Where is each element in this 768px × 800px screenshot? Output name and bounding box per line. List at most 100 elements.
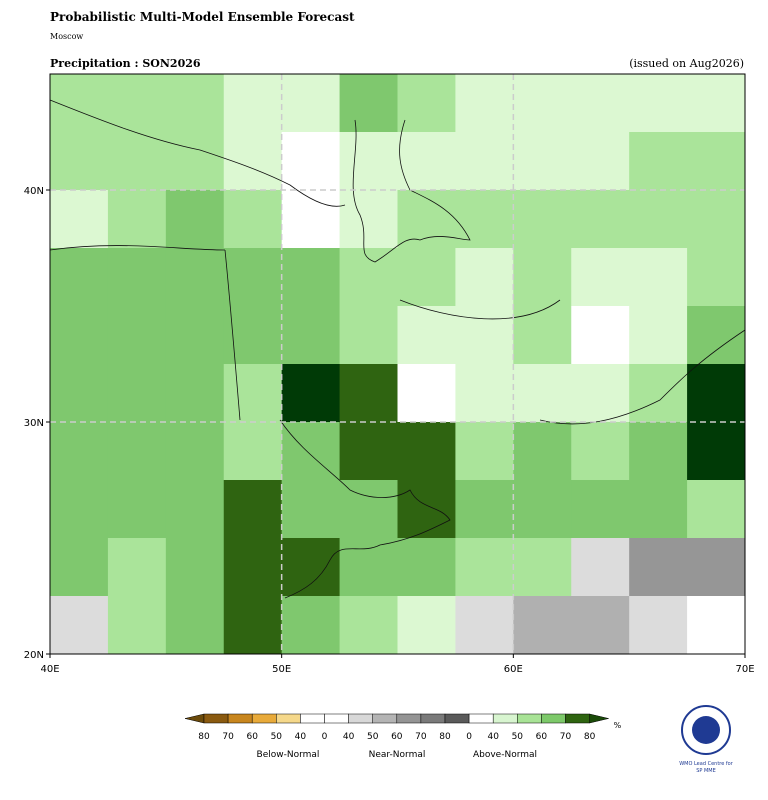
- grid-cell: [223, 596, 283, 655]
- grid-cell: [455, 422, 514, 481]
- grid-cell: [629, 248, 688, 307]
- grid-cell: [107, 422, 167, 481]
- grid-cell: [687, 132, 746, 191]
- colorbar-label: 50: [367, 732, 379, 742]
- colorbar-label: 80: [439, 732, 451, 742]
- colorbar-label: 40: [295, 732, 307, 742]
- grid-cell: [165, 248, 225, 307]
- grid-cell: [223, 480, 283, 539]
- grid-cell: [687, 538, 746, 597]
- grid-cell: [223, 248, 283, 307]
- colorbar-label: 70: [222, 732, 234, 742]
- title: Probabilistic Multi-Model Ensemble Forec…: [50, 10, 355, 24]
- grid-cell: [513, 422, 572, 481]
- grid-cell: [397, 538, 456, 597]
- grid-cell: [571, 538, 630, 597]
- grid-cell: [571, 306, 630, 365]
- grid-cell: [281, 306, 341, 365]
- grid-cell: [165, 364, 225, 423]
- colorbar-segment: [348, 713, 373, 724]
- colorbar-group: Near-Normal: [369, 750, 426, 760]
- colorbar-segment: [492, 713, 518, 724]
- grid-cell: [629, 132, 688, 191]
- grid-cell: [107, 190, 167, 249]
- grid-cell: [513, 190, 572, 249]
- grid-cell: [687, 480, 746, 539]
- colorbar-label: 80: [584, 732, 596, 742]
- map-frame: [49, 73, 746, 655]
- grid-cell: [223, 422, 283, 481]
- grid-cell: [687, 74, 746, 133]
- wmo-logo: WMO Lead Centre for SP MME: [679, 705, 734, 774]
- black-sea-coast: [49, 99, 346, 207]
- issued-label: (issued on Aug2026): [629, 57, 744, 70]
- colorbar-segment: [565, 713, 590, 724]
- grid-cell: [513, 248, 572, 307]
- grid-cell: [455, 306, 514, 365]
- colorbar-arrow: [184, 713, 205, 724]
- grid-cell: [629, 74, 688, 133]
- grid-cell: [107, 248, 167, 307]
- colorbar-segment: [203, 713, 229, 724]
- grid-cell: [571, 596, 630, 655]
- grid-cell: [571, 422, 630, 481]
- y-tick-label: 40N: [24, 186, 44, 197]
- grid-cell: [50, 364, 109, 423]
- grid-cell: [455, 190, 514, 249]
- grid-cell: [165, 422, 225, 481]
- grid-cell: [687, 248, 746, 307]
- colorbar-segment: [541, 713, 566, 724]
- x-tick-label: 40E: [40, 664, 59, 675]
- colorbar-label: 70: [560, 732, 572, 742]
- grid-cell: [629, 596, 688, 655]
- colorbar-label: 50: [271, 732, 283, 742]
- grid-cell: [687, 422, 746, 481]
- grid-cell: [629, 480, 688, 539]
- colorbar-segment: [468, 713, 494, 724]
- grid-cell: [397, 422, 456, 481]
- colorbar-segment: [372, 713, 398, 724]
- grid-cell: [571, 190, 630, 249]
- colorbar-segment: [517, 713, 542, 724]
- colorbar-label: 40: [487, 732, 499, 742]
- x-tick-label: 60E: [504, 664, 523, 675]
- logo-text: SP MME: [696, 768, 716, 774]
- grid-cell: [455, 364, 514, 423]
- colorbar-segment: [300, 713, 325, 724]
- grid-cell: [687, 306, 746, 365]
- coastlines: [49, 99, 746, 599]
- grid-cell: [513, 132, 572, 191]
- colorbar-segment: [420, 713, 446, 724]
- colorbar: 80 70 60 50 40 0 40 50 60 70 80 0 40 50 60 70 80% Below-N…: [184, 713, 622, 760]
- grid-cell: [339, 132, 398, 191]
- logo-globe: [692, 716, 720, 744]
- grid-cell: [281, 422, 341, 481]
- variable-label: Precipitation : SON2026: [50, 57, 201, 70]
- grid-cell: [455, 74, 514, 133]
- grid-cell: [629, 306, 688, 365]
- colorbar-label: 70: [415, 732, 427, 742]
- grid-cell: [165, 538, 225, 597]
- logo-ring: [681, 705, 731, 755]
- grid-cell: [397, 190, 456, 249]
- grid-cell: [687, 596, 746, 655]
- grid-cell: [571, 248, 630, 307]
- grid-cell: [281, 596, 341, 655]
- grid-cell: [281, 190, 341, 249]
- grid-cell: [397, 306, 456, 365]
- grid-cell: [687, 190, 746, 249]
- grid-cell: [339, 596, 398, 655]
- colorbar-segment: [251, 713, 277, 724]
- grid-cell: [571, 132, 630, 191]
- grid-cell: [281, 364, 341, 423]
- gulf-coast: [279, 419, 451, 599]
- grid-cell: [513, 596, 572, 655]
- grid-cell: [165, 132, 225, 191]
- grid-cell: [513, 306, 572, 365]
- axes: 40E 50E 60E 70E 40N 30N 20N: [24, 186, 755, 675]
- grid-cell: [223, 74, 283, 133]
- grid-cell: [50, 190, 109, 249]
- colorbar-segment: [444, 713, 470, 724]
- grid-cell: [281, 248, 341, 307]
